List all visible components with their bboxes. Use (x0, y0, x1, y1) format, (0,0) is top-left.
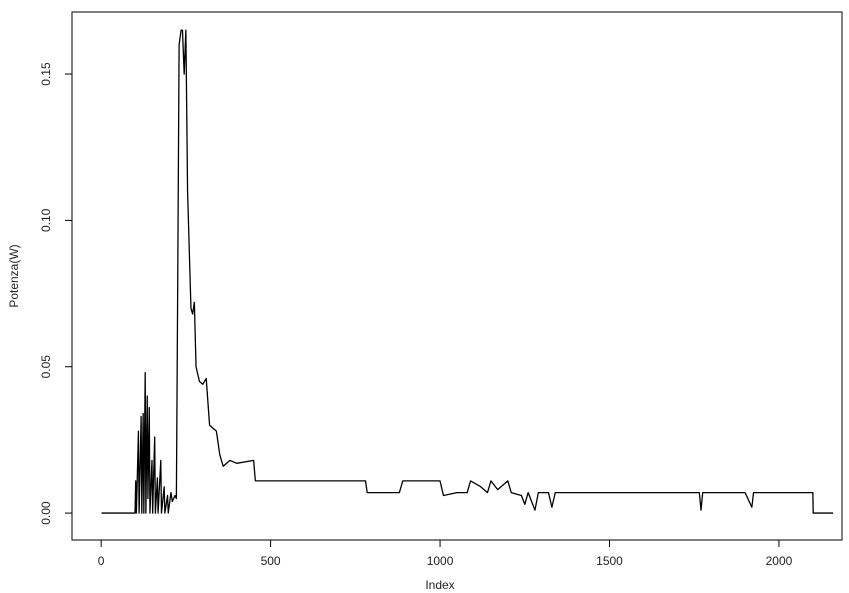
y-axis-label: Potenza(W) (7, 244, 21, 307)
x-axis-label: Index (425, 578, 454, 592)
plot-frame (71, 11, 843, 541)
y-tick-label: 0.15 (39, 62, 53, 86)
x-tick-label: 1000 (427, 554, 454, 568)
x-tick-label: 0 (98, 554, 105, 568)
x-tick-label: 2000 (766, 554, 793, 568)
x-tick-label: 1500 (596, 554, 623, 568)
y-tick-label: 0.00 (39, 501, 53, 525)
data-line (101, 29, 834, 514)
x-tick-label: 500 (261, 554, 281, 568)
y-tick-label: 0.05 (39, 355, 53, 379)
y-tick-label: 0.10 (39, 208, 53, 232)
